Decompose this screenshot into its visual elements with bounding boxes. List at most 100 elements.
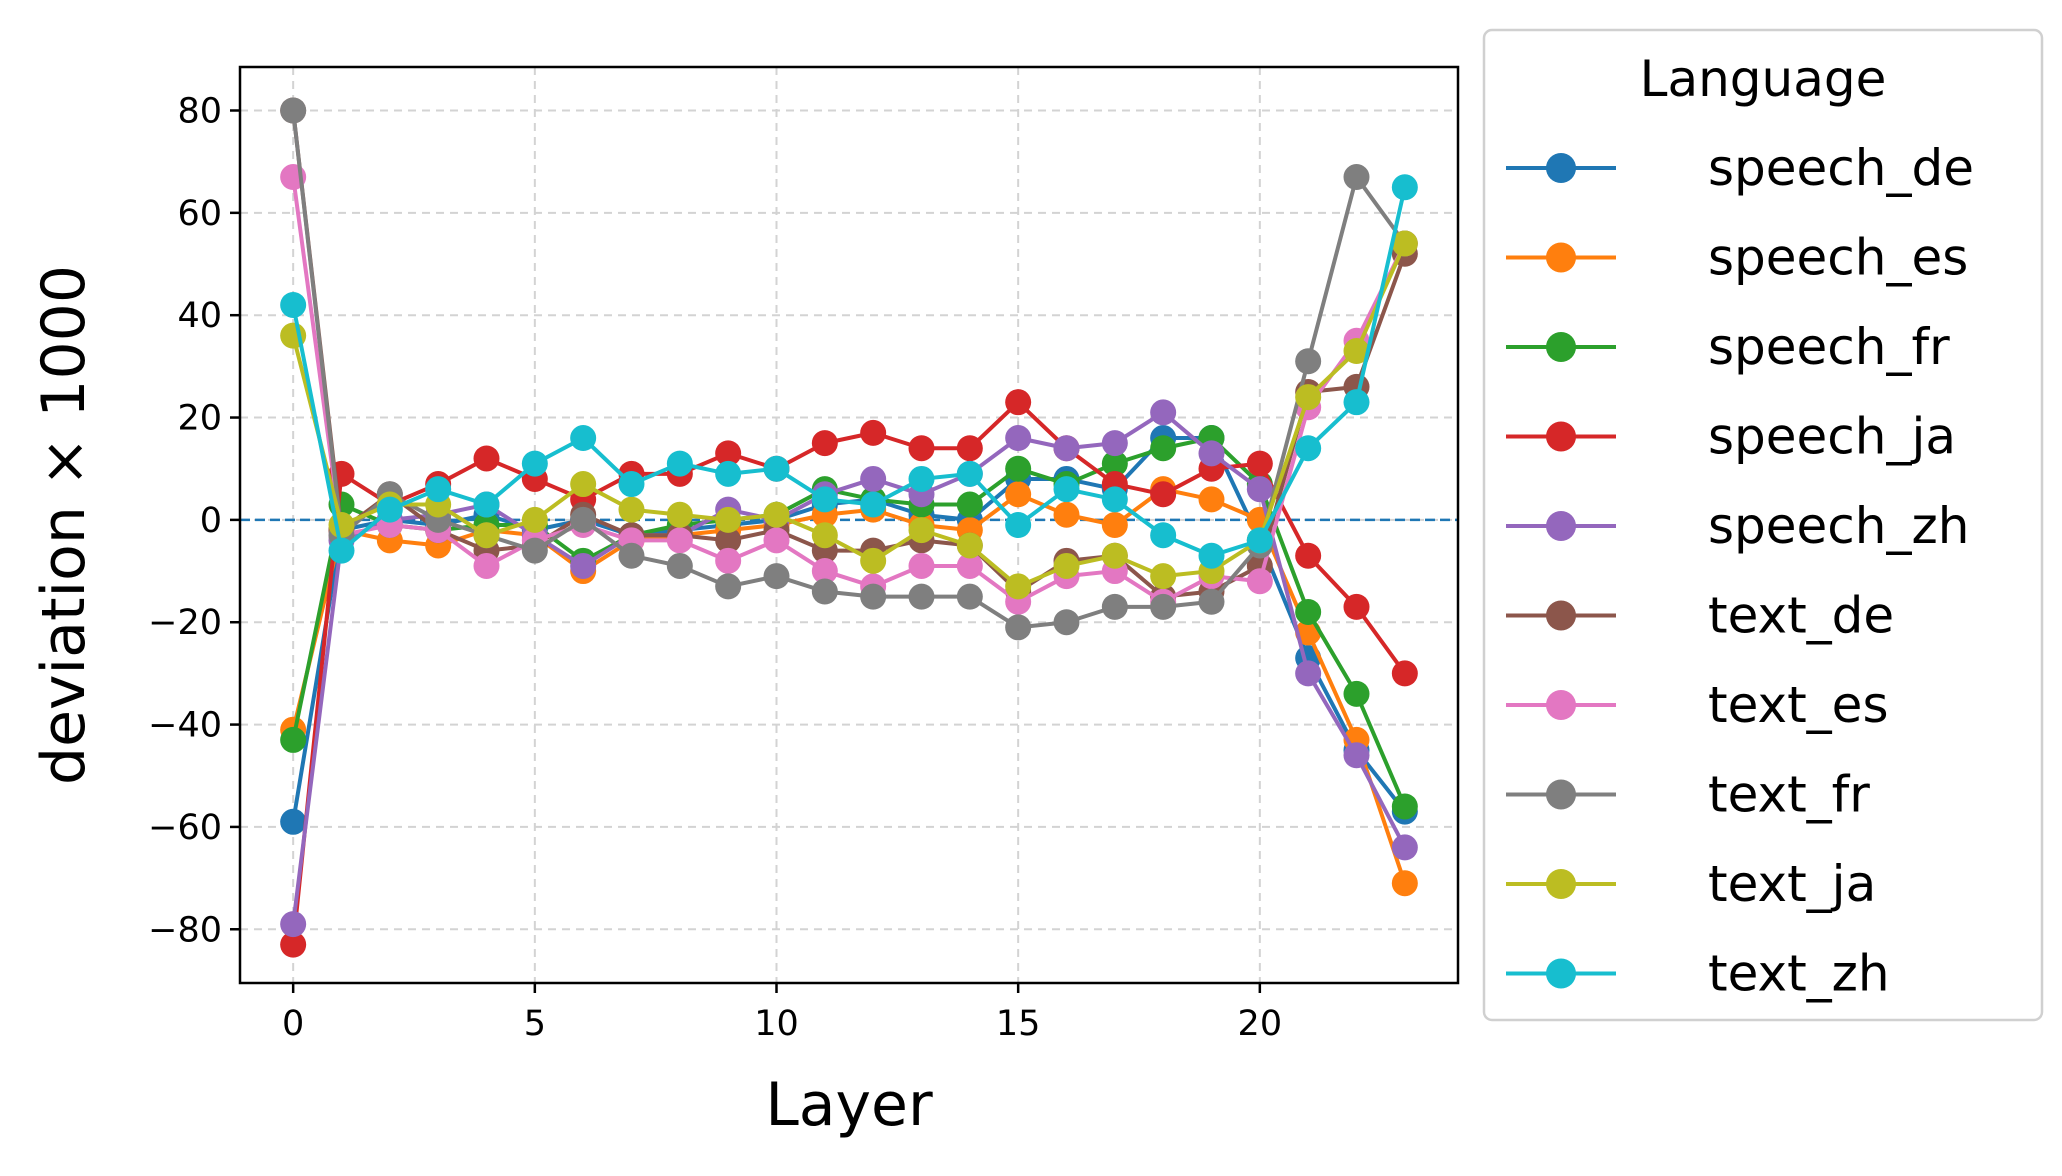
series-text_zh <box>280 174 1418 569</box>
data-point <box>1005 481 1032 508</box>
legend-marker <box>1546 153 1576 183</box>
series-layer <box>280 97 1418 958</box>
legend-item-speech_fr: speech_fr <box>1506 318 1950 376</box>
legend-marker <box>1546 332 1576 362</box>
data-point <box>1343 389 1370 416</box>
series-line <box>291 242 1407 589</box>
data-point <box>1343 164 1370 191</box>
data-point <box>425 476 452 503</box>
data-point <box>1391 174 1418 201</box>
series-line <box>291 110 1407 599</box>
legend-item-text_ja: text_ja <box>1506 855 1876 913</box>
legend-label: text_es <box>1708 676 1889 734</box>
data-point <box>521 506 548 533</box>
y-tick-label: 0 <box>200 501 222 541</box>
data-point <box>715 440 742 467</box>
data-point <box>473 522 500 549</box>
data-point <box>521 450 548 477</box>
data-point <box>1150 399 1177 426</box>
data-point <box>1295 660 1322 687</box>
data-point <box>1391 230 1418 257</box>
data-point <box>956 532 983 559</box>
data-point <box>1101 430 1128 457</box>
data-point <box>908 583 935 610</box>
data-point <box>1005 573 1032 600</box>
data-point <box>811 486 838 513</box>
legend-item-speech_es: speech_es <box>1506 229 1968 287</box>
data-point <box>1246 568 1273 595</box>
data-point <box>956 435 983 462</box>
legend-label: speech_ja <box>1708 408 1956 466</box>
legend-item-text_zh: text_zh <box>1506 945 1890 1003</box>
data-point <box>956 583 983 610</box>
data-point <box>1246 527 1273 554</box>
legend-label: speech_fr <box>1708 318 1950 376</box>
series-text_fr <box>280 97 1418 641</box>
data-point <box>1053 435 1080 462</box>
data-point <box>908 552 935 579</box>
x-axis-title: Layer <box>765 1070 933 1140</box>
data-point <box>666 527 693 554</box>
data-point <box>1295 384 1322 411</box>
x-tick-label: 5 <box>524 1004 546 1044</box>
data-point <box>1150 435 1177 462</box>
x-tick-label: 10 <box>754 1004 799 1044</box>
data-point <box>1295 542 1322 569</box>
plot-frame <box>238 65 1460 985</box>
data-point <box>666 501 693 528</box>
data-point <box>860 547 887 574</box>
data-point <box>1343 742 1370 769</box>
data-point <box>376 496 403 523</box>
data-point <box>811 578 838 605</box>
data-point <box>908 435 935 462</box>
y-tick-label: −40 <box>148 706 222 746</box>
legend-item-text_de: text_de <box>1506 587 1894 645</box>
legend-marker <box>1546 869 1576 899</box>
legend-marker <box>1546 690 1576 720</box>
legend-items: speech_de speech_es speech_fr speech_jaspee… <box>1506 139 1974 1003</box>
series-line <box>291 400 1407 945</box>
data-point <box>473 445 500 472</box>
data-point <box>521 537 548 564</box>
data-point <box>1150 481 1177 508</box>
data-point <box>1343 593 1370 620</box>
legend-marker <box>1546 421 1576 452</box>
data-point <box>1246 450 1273 477</box>
y-tick-label: 80 <box>177 91 222 131</box>
data-point <box>763 455 790 482</box>
data-point <box>860 491 887 518</box>
data-point <box>280 97 307 124</box>
data-point <box>1343 680 1370 707</box>
data-point <box>1005 425 1032 452</box>
data-point <box>763 563 790 590</box>
data-point <box>618 496 645 523</box>
data-point <box>666 450 693 477</box>
data-point <box>1101 512 1128 538</box>
legend-label: speech_es <box>1708 229 1968 287</box>
data-point <box>473 491 500 518</box>
x-ticks: 0 5 10 15 20 <box>282 983 1282 1044</box>
grid-layer <box>240 67 1458 983</box>
legend-marker <box>1546 242 1576 273</box>
legend-marker <box>1546 511 1576 541</box>
data-point <box>618 542 645 569</box>
legend-item-speech_de: speech_de <box>1506 139 1974 197</box>
data-point <box>1391 660 1418 687</box>
data-point <box>280 911 307 938</box>
legend-label: text_zh <box>1708 945 1890 1003</box>
data-point <box>1246 476 1273 503</box>
x-tick-label: 15 <box>996 1004 1041 1044</box>
data-point <box>1005 389 1032 416</box>
data-point <box>570 506 597 533</box>
y-axis-title: deviation × 1000 <box>29 265 99 785</box>
legend-item-speech_zh: speech_zh <box>1506 497 1969 555</box>
data-point <box>328 537 355 564</box>
data-point <box>666 552 693 579</box>
y-tick-label: −60 <box>148 808 222 848</box>
data-point <box>1005 455 1032 482</box>
data-point <box>473 552 500 579</box>
data-point <box>570 552 597 579</box>
legend-marker <box>1546 779 1576 810</box>
legend-item-text_fr: text_fr <box>1506 766 1870 824</box>
data-point <box>1391 870 1418 897</box>
